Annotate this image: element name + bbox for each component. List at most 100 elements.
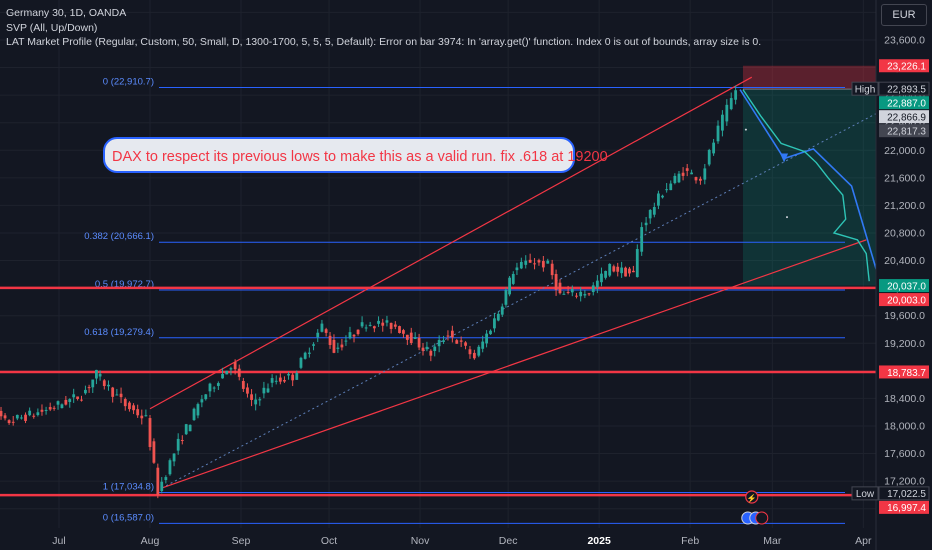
candle-body xyxy=(299,357,303,368)
y-tick-label: 20,800.0 xyxy=(884,227,925,239)
candle-body xyxy=(180,439,184,441)
candle-body xyxy=(204,394,208,400)
candle-body xyxy=(328,335,332,345)
candle-body xyxy=(140,415,144,419)
candle-body xyxy=(188,424,192,432)
fib-label: 0 (22,910.7) xyxy=(103,76,154,87)
price-tag-label: 16,997.4 xyxy=(887,503,926,514)
candle-body xyxy=(196,404,200,416)
candle-body xyxy=(208,383,212,392)
channel-lower-line xyxy=(161,239,867,489)
candle-body xyxy=(393,324,397,327)
candle-body xyxy=(200,399,204,403)
candle-body xyxy=(493,318,496,329)
candle-body xyxy=(119,393,123,398)
candle-body xyxy=(604,270,607,278)
y-tick-label: 18,400.0 xyxy=(884,393,925,405)
candle-body xyxy=(307,352,311,354)
candle-body xyxy=(652,207,656,215)
volume-profile-curve xyxy=(742,89,870,282)
candle-body xyxy=(628,268,631,274)
price-tag-side-box xyxy=(851,486,879,501)
price-tag-box xyxy=(879,279,929,293)
fib-label: 0.5 (19,972.7) xyxy=(95,279,154,290)
candle-body xyxy=(681,172,685,176)
candle-body xyxy=(15,414,19,419)
price-tag: 18,783.7 xyxy=(879,365,929,379)
candle-body xyxy=(550,263,554,276)
candle-body xyxy=(136,409,140,416)
candle-body xyxy=(620,267,624,274)
candle-body xyxy=(661,195,664,198)
marker-dot xyxy=(786,216,788,219)
x-tick-label: Dec xyxy=(499,535,518,547)
candle-body xyxy=(360,322,364,327)
price-tag-side-label: Low xyxy=(856,489,875,500)
events-icon: ⚡ xyxy=(741,490,769,525)
price-tag-label: 22,866.9 xyxy=(887,112,926,123)
candle-body xyxy=(455,340,459,344)
candle-body xyxy=(464,342,467,346)
candle-body xyxy=(644,222,648,226)
candle-body xyxy=(496,313,500,321)
candle-body xyxy=(489,330,492,335)
y-tick-label: 17,600.0 xyxy=(884,448,925,460)
price-tag: 20,003.0 xyxy=(879,293,929,306)
indicator-market-profile-error[interactable]: LAT Market Profile (Regular, Custom, 50,… xyxy=(6,36,762,48)
candle-body xyxy=(648,210,652,219)
candle-body xyxy=(68,399,72,403)
candle-body xyxy=(312,344,315,346)
symbol-title[interactable]: Germany 30, 1D, OANDA xyxy=(6,7,127,19)
candle-body xyxy=(356,329,360,335)
x-tick-label: Feb xyxy=(681,535,699,547)
candle-body xyxy=(76,396,79,399)
candle-body xyxy=(734,90,738,100)
candle-body xyxy=(233,361,237,370)
indicator-svp[interactable]: SVP (All, Up/Down) xyxy=(6,21,98,34)
candle-body xyxy=(442,340,445,342)
candle-body xyxy=(409,332,413,344)
candle-body xyxy=(291,374,295,381)
candle-body xyxy=(237,368,241,377)
price-tag-label: 17,022.5 xyxy=(887,489,926,500)
price-tag: 22,887.0 xyxy=(879,96,929,109)
candle-body xyxy=(336,347,340,349)
candle-body xyxy=(316,332,320,338)
candle-body xyxy=(270,378,274,383)
price-tag-box xyxy=(878,81,930,96)
price-tag-box xyxy=(878,486,930,501)
candle-body xyxy=(156,467,160,495)
candle-body xyxy=(716,125,720,142)
candle-body xyxy=(608,263,612,276)
price-tag: 17,022.5 Low xyxy=(851,486,930,501)
candle-body xyxy=(266,388,270,393)
candle-body xyxy=(364,327,368,329)
candle-body xyxy=(699,178,702,181)
candle-body xyxy=(729,98,733,110)
candle-body xyxy=(229,368,233,370)
price-tag-label: 22,817.3 xyxy=(887,126,926,137)
candle-body xyxy=(132,405,135,411)
y-tick-label: 18,000.0 xyxy=(884,420,925,432)
candle-body xyxy=(98,373,102,377)
candle-body xyxy=(472,352,476,359)
candle-body xyxy=(216,383,220,386)
price-tag: 22,817.3 xyxy=(879,124,929,137)
price-tag-box xyxy=(879,124,929,138)
candle-body xyxy=(468,349,472,355)
channel-upper-line xyxy=(149,76,753,410)
candle-body xyxy=(348,332,352,339)
candle-body xyxy=(168,460,172,475)
candle-body xyxy=(40,409,44,412)
price-tag-box xyxy=(879,500,929,514)
candle-body xyxy=(225,370,229,375)
chart-legend: Germany 30, 1D, OANDA SVP (All, Up/Down)… xyxy=(6,6,761,50)
candle-body xyxy=(144,415,148,417)
candle-body xyxy=(102,380,106,387)
currency-button[interactable]: EUR xyxy=(881,4,927,26)
price-tag-label: 20,003.0 xyxy=(887,295,926,306)
candle-body xyxy=(417,337,421,348)
annotation-callout[interactable]: DAX to respect its previous lows to make… xyxy=(103,137,608,173)
price-tag-box xyxy=(879,293,929,307)
